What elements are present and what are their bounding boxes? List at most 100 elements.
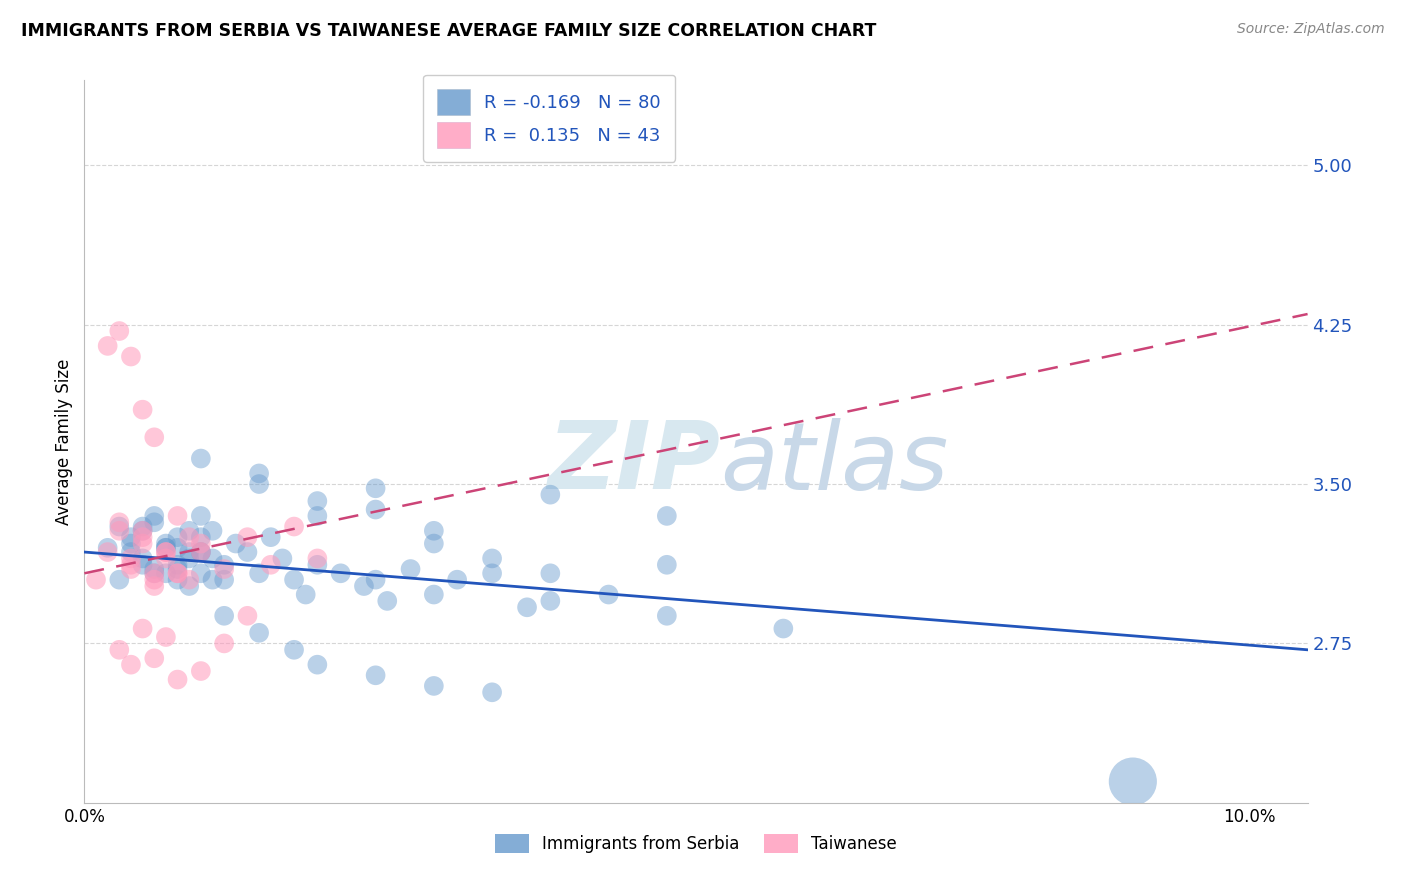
Point bbox=[190, 545, 212, 559]
Point bbox=[120, 562, 142, 576]
Point bbox=[120, 657, 142, 672]
Point bbox=[155, 536, 177, 550]
Point bbox=[155, 566, 177, 581]
Point bbox=[294, 588, 316, 602]
Point bbox=[179, 524, 201, 538]
Point bbox=[236, 530, 259, 544]
Point bbox=[655, 508, 678, 523]
Point bbox=[538, 594, 561, 608]
Point bbox=[166, 508, 188, 523]
Point bbox=[131, 536, 153, 550]
Point bbox=[155, 541, 177, 555]
Point bbox=[120, 558, 142, 572]
Point bbox=[108, 516, 131, 530]
Point bbox=[772, 622, 794, 636]
Point bbox=[481, 551, 503, 566]
Point bbox=[97, 339, 120, 353]
Point bbox=[423, 536, 446, 550]
Point bbox=[307, 508, 329, 523]
Point bbox=[166, 558, 188, 572]
Point bbox=[260, 558, 283, 572]
Point bbox=[179, 545, 201, 559]
Point bbox=[108, 519, 131, 533]
Point bbox=[166, 562, 188, 576]
Point bbox=[155, 541, 177, 555]
Point bbox=[201, 573, 224, 587]
Point bbox=[247, 467, 270, 481]
Point bbox=[108, 642, 131, 657]
Point bbox=[120, 536, 142, 550]
Point bbox=[212, 558, 235, 572]
Point bbox=[143, 516, 166, 530]
Point bbox=[131, 622, 153, 636]
Point bbox=[283, 642, 305, 657]
Point bbox=[446, 573, 468, 587]
Point bbox=[225, 536, 247, 550]
Point bbox=[179, 573, 201, 587]
Text: Source: ZipAtlas.com: Source: ZipAtlas.com bbox=[1237, 22, 1385, 37]
Point bbox=[84, 573, 107, 587]
Point bbox=[538, 566, 561, 581]
Text: atlas: atlas bbox=[720, 417, 949, 508]
Point bbox=[190, 451, 212, 466]
Point bbox=[143, 566, 166, 581]
Point bbox=[131, 530, 153, 544]
Point bbox=[120, 350, 142, 364]
Point bbox=[190, 545, 212, 559]
Point bbox=[143, 508, 166, 523]
Point bbox=[190, 545, 212, 559]
Point bbox=[212, 608, 235, 623]
Point bbox=[120, 545, 142, 559]
Point bbox=[212, 636, 235, 650]
Point bbox=[260, 530, 283, 544]
Point bbox=[1122, 774, 1144, 789]
Point bbox=[97, 541, 120, 555]
Point bbox=[655, 608, 678, 623]
Point bbox=[143, 562, 166, 576]
Point bbox=[307, 558, 329, 572]
Point bbox=[190, 566, 212, 581]
Point bbox=[143, 579, 166, 593]
Point bbox=[108, 573, 131, 587]
Point bbox=[108, 324, 131, 338]
Point bbox=[307, 657, 329, 672]
Point bbox=[143, 573, 166, 587]
Point bbox=[423, 588, 446, 602]
Point bbox=[283, 573, 305, 587]
Point bbox=[329, 566, 352, 581]
Point bbox=[179, 551, 201, 566]
Point bbox=[247, 566, 270, 581]
Point bbox=[353, 579, 375, 593]
Point bbox=[108, 524, 131, 538]
Point bbox=[364, 502, 387, 516]
Point bbox=[155, 545, 177, 559]
Point bbox=[166, 530, 188, 544]
Point bbox=[131, 551, 153, 566]
Point bbox=[190, 536, 212, 550]
Point bbox=[179, 579, 201, 593]
Point bbox=[423, 679, 446, 693]
Point bbox=[155, 630, 177, 644]
Point bbox=[516, 600, 538, 615]
Text: ZIP: ZIP bbox=[547, 417, 720, 509]
Point bbox=[212, 562, 235, 576]
Legend: Immigrants from Serbia, Taiwanese: Immigrants from Serbia, Taiwanese bbox=[488, 827, 904, 860]
Point bbox=[166, 573, 188, 587]
Point bbox=[143, 430, 166, 444]
Point bbox=[212, 573, 235, 587]
Text: IMMIGRANTS FROM SERBIA VS TAIWANESE AVERAGE FAMILY SIZE CORRELATION CHART: IMMIGRANTS FROM SERBIA VS TAIWANESE AVER… bbox=[21, 22, 876, 40]
Point bbox=[423, 524, 446, 538]
Point bbox=[190, 664, 212, 678]
Point bbox=[364, 573, 387, 587]
Point bbox=[364, 668, 387, 682]
Point bbox=[247, 477, 270, 491]
Point bbox=[179, 530, 201, 544]
Point bbox=[120, 551, 142, 566]
Point bbox=[131, 558, 153, 572]
Point bbox=[307, 551, 329, 566]
Point bbox=[481, 566, 503, 581]
Point bbox=[166, 566, 188, 581]
Point bbox=[166, 673, 188, 687]
Point bbox=[283, 519, 305, 533]
Point bbox=[271, 551, 294, 566]
